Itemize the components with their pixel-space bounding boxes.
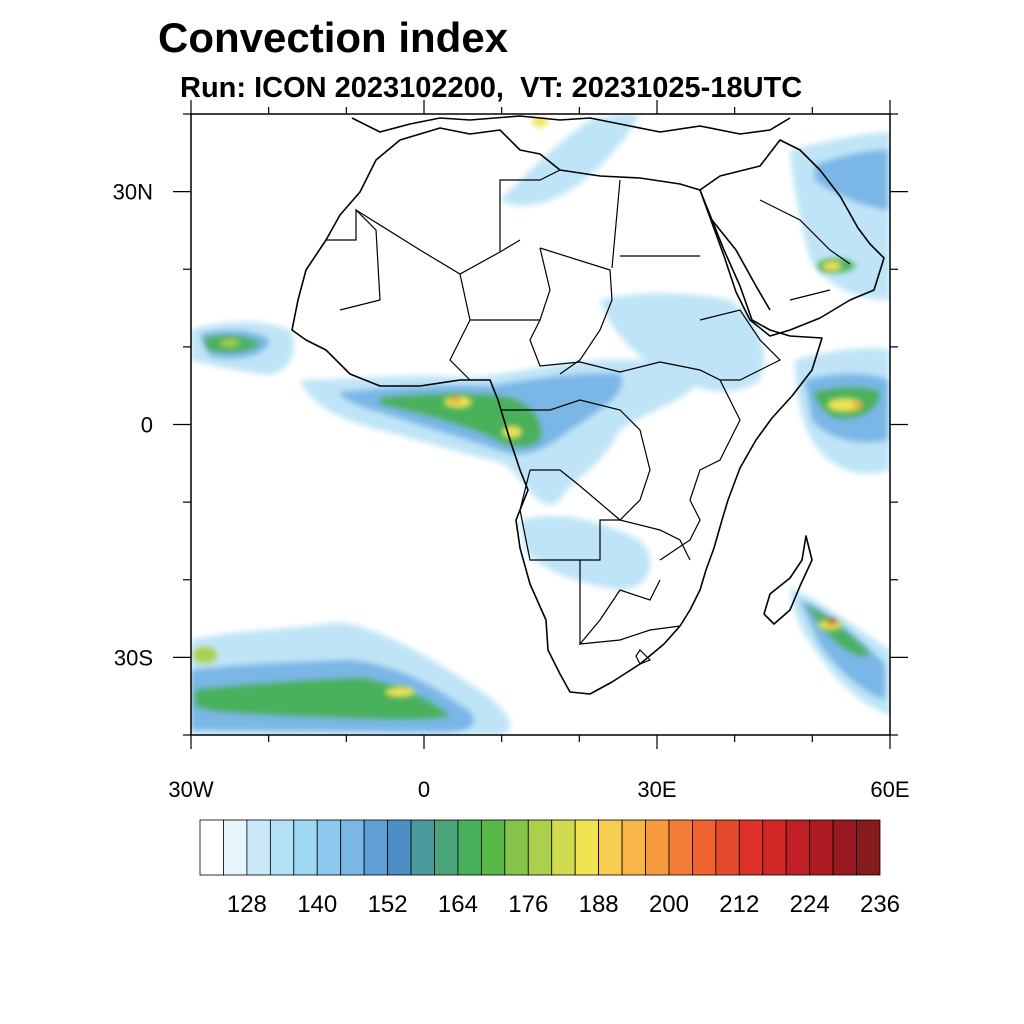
colorbar-swatch	[856, 819, 881, 876]
colorbar-label: 152	[368, 891, 408, 918]
border-mali-algeria	[355, 209, 521, 275]
colorbar-swatch	[645, 819, 670, 876]
convection-hotspot-indian-ocean	[827, 398, 863, 412]
colorbar-swatch	[668, 819, 693, 876]
madagascar-coastline	[763, 535, 813, 625]
y-tick-label: 30N	[113, 180, 153, 205]
colorbar-swatch	[199, 819, 224, 876]
border-egypt-sudan	[611, 179, 700, 269]
border-south-africa	[579, 625, 681, 665]
colorbar-swatch	[293, 819, 318, 876]
border-drc	[500, 399, 651, 521]
colorbar-swatch	[738, 819, 764, 876]
colorbar-swatch	[269, 819, 295, 876]
colorbar-swatch	[410, 819, 435, 876]
convection-green-madagascar	[805, 604, 870, 656]
convection-hotspot-atlantic-west	[220, 339, 240, 347]
border-chad-sudan	[539, 247, 613, 375]
colorbar-label: 164	[438, 891, 478, 918]
y-axis: 30N 0 30S	[113, 113, 908, 736]
convection-hotspot-indian-ocean-core	[852, 402, 864, 408]
colorbar-label: 200	[649, 891, 689, 918]
border-zambia	[619, 519, 691, 561]
colorbar-swatch	[527, 819, 553, 876]
colorbar-swatch	[246, 819, 271, 876]
colorbar-swatch	[621, 819, 646, 876]
country-borders	[326, 169, 851, 665]
colorbar-swatch	[551, 819, 576, 876]
border-arabia	[759, 199, 851, 301]
convection-hotspot-south-atlantic	[385, 687, 415, 697]
colorbar-swatch	[387, 819, 412, 876]
convection-field	[191, 114, 890, 735]
border-central-africa	[529, 319, 661, 373]
convection-core-arabia	[815, 150, 888, 210]
colorbar-swatch	[574, 819, 600, 876]
convection-hotspot-gulf-core	[449, 397, 461, 403]
colorbar-label: 128	[227, 891, 267, 918]
coastlines	[291, 115, 885, 695]
colorbar-swatch	[316, 819, 342, 876]
convection-area-east-africa	[600, 293, 764, 392]
colorbar-label: 140	[297, 891, 337, 918]
convection-hotspot-congo	[502, 426, 522, 438]
colorbar-swatch	[715, 819, 740, 876]
border-niger	[459, 247, 551, 321]
convection-area-mediterranean	[500, 114, 640, 206]
border-nigeria	[449, 319, 471, 381]
x-tick-label: 0	[418, 777, 430, 802]
red-sea-coast	[711, 219, 771, 311]
colorbar-swatch	[434, 819, 459, 876]
convection-hotspot-madagascar-core	[827, 619, 837, 625]
colorbar-swatch	[457, 819, 482, 876]
convection-hot-spots	[193, 117, 864, 697]
y-tick-label: 30S	[114, 645, 153, 670]
colorbar-swatch	[785, 819, 811, 876]
colorbar-label: 176	[508, 891, 548, 918]
colorbar-swatch	[832, 819, 857, 876]
colorbar-swatch	[223, 819, 248, 876]
x-tick-label: 30E	[637, 777, 676, 802]
border-ethiopia	[699, 309, 782, 381]
colorbar-label: 224	[790, 891, 830, 918]
colorbar-swatch	[363, 819, 388, 876]
border-mauritania	[326, 208, 381, 311]
arabia-coastline	[699, 139, 885, 337]
convection-hotspot-mediterranean	[532, 117, 548, 127]
border-east-africa	[659, 361, 741, 561]
colorbar-swatch	[504, 819, 529, 876]
colorbar-swatch	[598, 819, 623, 876]
colorbar-swatch	[340, 819, 365, 876]
convection-green-south-atlantic	[195, 678, 450, 720]
chart-subtitle: Run: ICON 2023102200, VT: 20231025-18UTC	[180, 72, 803, 104]
border-namibia-botswana	[579, 560, 661, 646]
x-tick-label: 30W	[168, 777, 213, 802]
x-tick-label: 60E	[870, 777, 909, 802]
chart-title: Convection index	[158, 14, 509, 61]
colorbar-label: 188	[579, 891, 619, 918]
europe-coastline	[351, 115, 791, 135]
colorbar-label: 236	[860, 891, 900, 918]
x-axis: 30W 0 30E 60E	[168, 100, 910, 802]
convection-hotspot-south-west	[193, 647, 217, 663]
colorbar-label: 212	[719, 891, 759, 918]
colorbar: 128 140 152 164 176 188 200 212 224 236	[199, 819, 900, 918]
convection-hotspot-arabia	[822, 261, 842, 271]
colorbar-swatch	[480, 819, 506, 876]
colorbar-swatch	[809, 819, 834, 876]
africa-coastline	[291, 127, 823, 695]
y-tick-label: 0	[141, 413, 153, 438]
border-libya	[499, 169, 561, 252]
colorbar-swatch	[692, 819, 717, 876]
convection-area-southern-africa	[520, 516, 651, 590]
colorbar-swatch	[762, 819, 787, 876]
